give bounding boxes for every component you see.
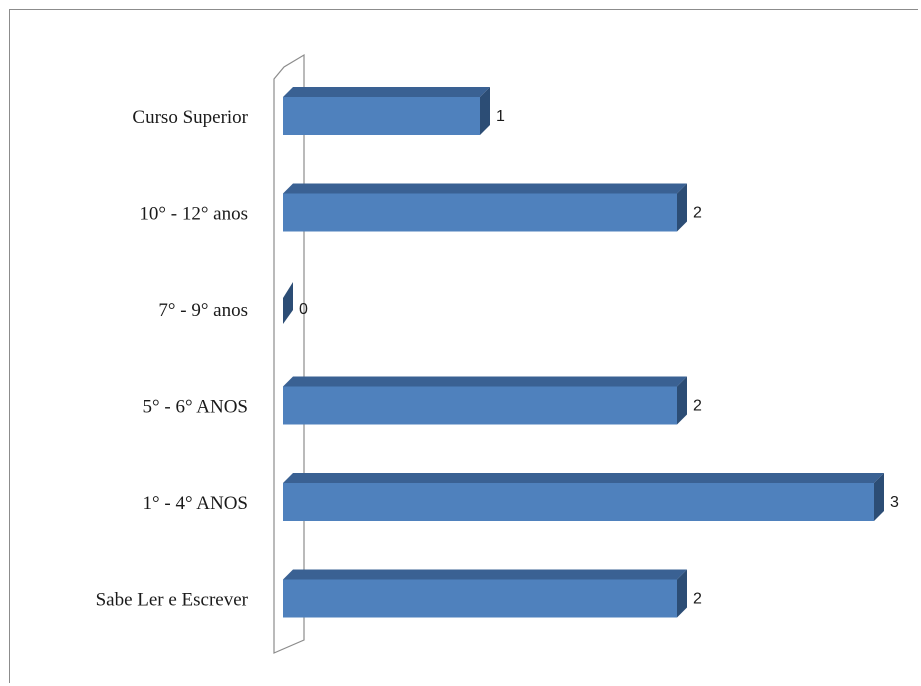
bar-top-face	[283, 569, 687, 580]
axis-wall	[273, 53, 305, 654]
data-label: 2	[693, 591, 702, 608]
bar-side-face	[874, 473, 884, 521]
bar-top-face	[283, 183, 687, 194]
bar-side-face	[677, 376, 687, 425]
data-label: 0	[299, 301, 308, 318]
chart-frame	[9, 9, 918, 683]
bar	[283, 483, 874, 521]
bar-top-face	[283, 376, 687, 387]
category-label: Sabe Ler e Escrever	[96, 590, 249, 611]
bar	[283, 282, 293, 324]
data-label: 3	[890, 494, 899, 511]
category-label: 10° - 12° anos	[139, 204, 248, 225]
bar	[283, 386, 677, 425]
category-label: 7° - 9° anos	[158, 300, 248, 321]
bar-top-face	[283, 473, 884, 483]
bar-side-face	[677, 569, 687, 618]
bar-side-face	[480, 87, 490, 135]
data-label: 2	[693, 398, 702, 415]
data-label: 1	[496, 108, 505, 125]
data-label: 2	[693, 205, 702, 222]
bar	[283, 193, 677, 232]
category-label: 5° - 6° ANOS	[143, 397, 248, 418]
bar	[283, 579, 677, 618]
bar-top-face	[283, 87, 490, 97]
bar	[283, 97, 480, 135]
bar-side-face	[677, 183, 687, 232]
category-label: Curso Superior	[132, 107, 248, 128]
category-label: 1° - 4° ANOS	[143, 493, 248, 514]
